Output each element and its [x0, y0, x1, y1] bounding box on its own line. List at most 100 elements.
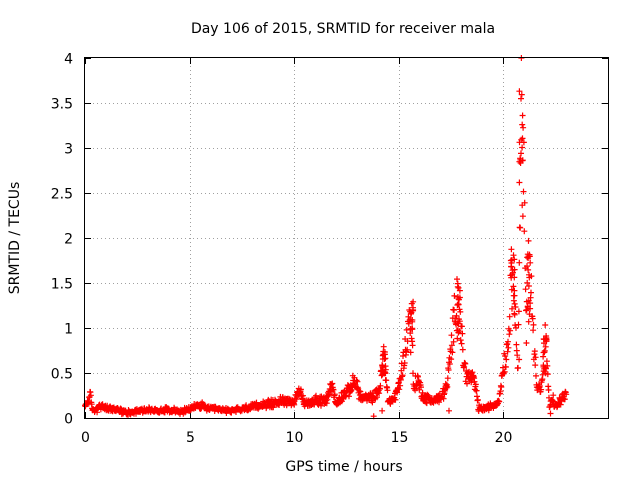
data-point	[456, 328, 463, 335]
data-point	[408, 335, 415, 342]
data-point	[455, 320, 462, 327]
data-point	[379, 407, 386, 414]
data-point	[508, 263, 515, 270]
data-point	[445, 367, 452, 373]
data-point	[458, 340, 465, 347]
data-point	[503, 356, 510, 363]
data-point	[502, 364, 509, 370]
data-point	[396, 386, 403, 393]
data-point	[407, 349, 414, 356]
data-point	[457, 308, 464, 315]
data-point	[507, 327, 514, 334]
data-point	[519, 144, 526, 151]
data-point	[505, 344, 512, 351]
x-axis: 0 5 10 15 20	[81, 58, 512, 446]
x-tick-label: 15	[391, 430, 409, 446]
y-tick-label: 3.5	[51, 97, 73, 113]
x-axis-label: GPS time / hours	[285, 459, 402, 475]
data-point	[518, 95, 524, 102]
data-point	[449, 349, 456, 356]
data-point	[444, 383, 451, 390]
x-tick-label: 5	[186, 430, 195, 446]
data-point	[516, 356, 523, 363]
data-point	[519, 202, 526, 209]
x-tick-label: 10	[286, 430, 304, 446]
data-point	[531, 348, 538, 355]
data-point	[519, 112, 526, 119]
y-tick-label: 0	[64, 412, 73, 428]
data-point	[523, 306, 530, 313]
data-point	[87, 392, 94, 399]
data-point	[530, 327, 537, 334]
data-point	[397, 382, 404, 389]
data-point	[518, 91, 525, 98]
data-point	[455, 295, 462, 302]
data-point	[512, 304, 519, 310]
data-point	[472, 381, 479, 388]
data-point	[520, 124, 527, 131]
data-point	[525, 318, 532, 325]
data-point	[444, 375, 451, 382]
data-point	[446, 407, 452, 414]
data-point	[418, 384, 424, 391]
data-point	[515, 308, 522, 315]
data-point	[530, 321, 537, 328]
data-point	[510, 269, 516, 276]
y-axis-label: SRMTID / TECUs	[7, 182, 23, 295]
data-point	[354, 378, 361, 385]
data-point	[474, 396, 481, 403]
data-point	[330, 386, 337, 393]
data-point	[511, 311, 518, 318]
data-point	[415, 378, 422, 385]
data-point	[517, 156, 524, 163]
data-point	[522, 286, 529, 293]
data-point	[527, 300, 534, 307]
data-point	[540, 362, 547, 369]
data-point	[538, 386, 545, 393]
data-point	[563, 391, 570, 398]
y-tick-label: 3	[64, 142, 73, 158]
data-point	[511, 300, 518, 307]
data-point	[496, 398, 503, 405]
data-point	[392, 396, 399, 403]
data-point	[401, 360, 408, 366]
data-point	[509, 305, 515, 312]
data-point	[525, 266, 532, 273]
data-point	[545, 387, 552, 393]
data-point	[532, 354, 539, 361]
data-point	[346, 393, 352, 400]
data-point	[547, 410, 554, 417]
data-point	[542, 343, 549, 350]
data-point	[511, 266, 518, 273]
data-point	[517, 224, 524, 231]
data-point	[543, 336, 550, 343]
data-point	[300, 392, 306, 399]
data-point	[448, 332, 455, 339]
data-point	[454, 335, 461, 342]
data-point	[379, 367, 386, 374]
data-point	[519, 213, 526, 220]
data-point	[513, 341, 520, 348]
data-point	[511, 292, 518, 299]
y-tick-label: 0.5	[51, 367, 73, 383]
data-point	[518, 150, 524, 157]
data-point	[525, 237, 532, 244]
data-point	[331, 391, 338, 398]
data-point	[451, 292, 458, 299]
y-tick-label: 2	[64, 232, 73, 248]
data-point	[508, 246, 515, 253]
data-point	[524, 279, 531, 286]
data-point	[505, 338, 511, 345]
data-point	[511, 256, 518, 263]
data-point	[524, 263, 530, 270]
data-point	[318, 402, 324, 409]
data-point	[506, 331, 513, 338]
data-point	[450, 338, 457, 345]
data-point	[515, 364, 521, 371]
data-point	[382, 363, 389, 370]
data-point	[448, 342, 455, 349]
data-point	[532, 362, 539, 369]
data-point	[516, 179, 523, 186]
data-point	[459, 323, 465, 330]
data-point	[448, 356, 455, 363]
